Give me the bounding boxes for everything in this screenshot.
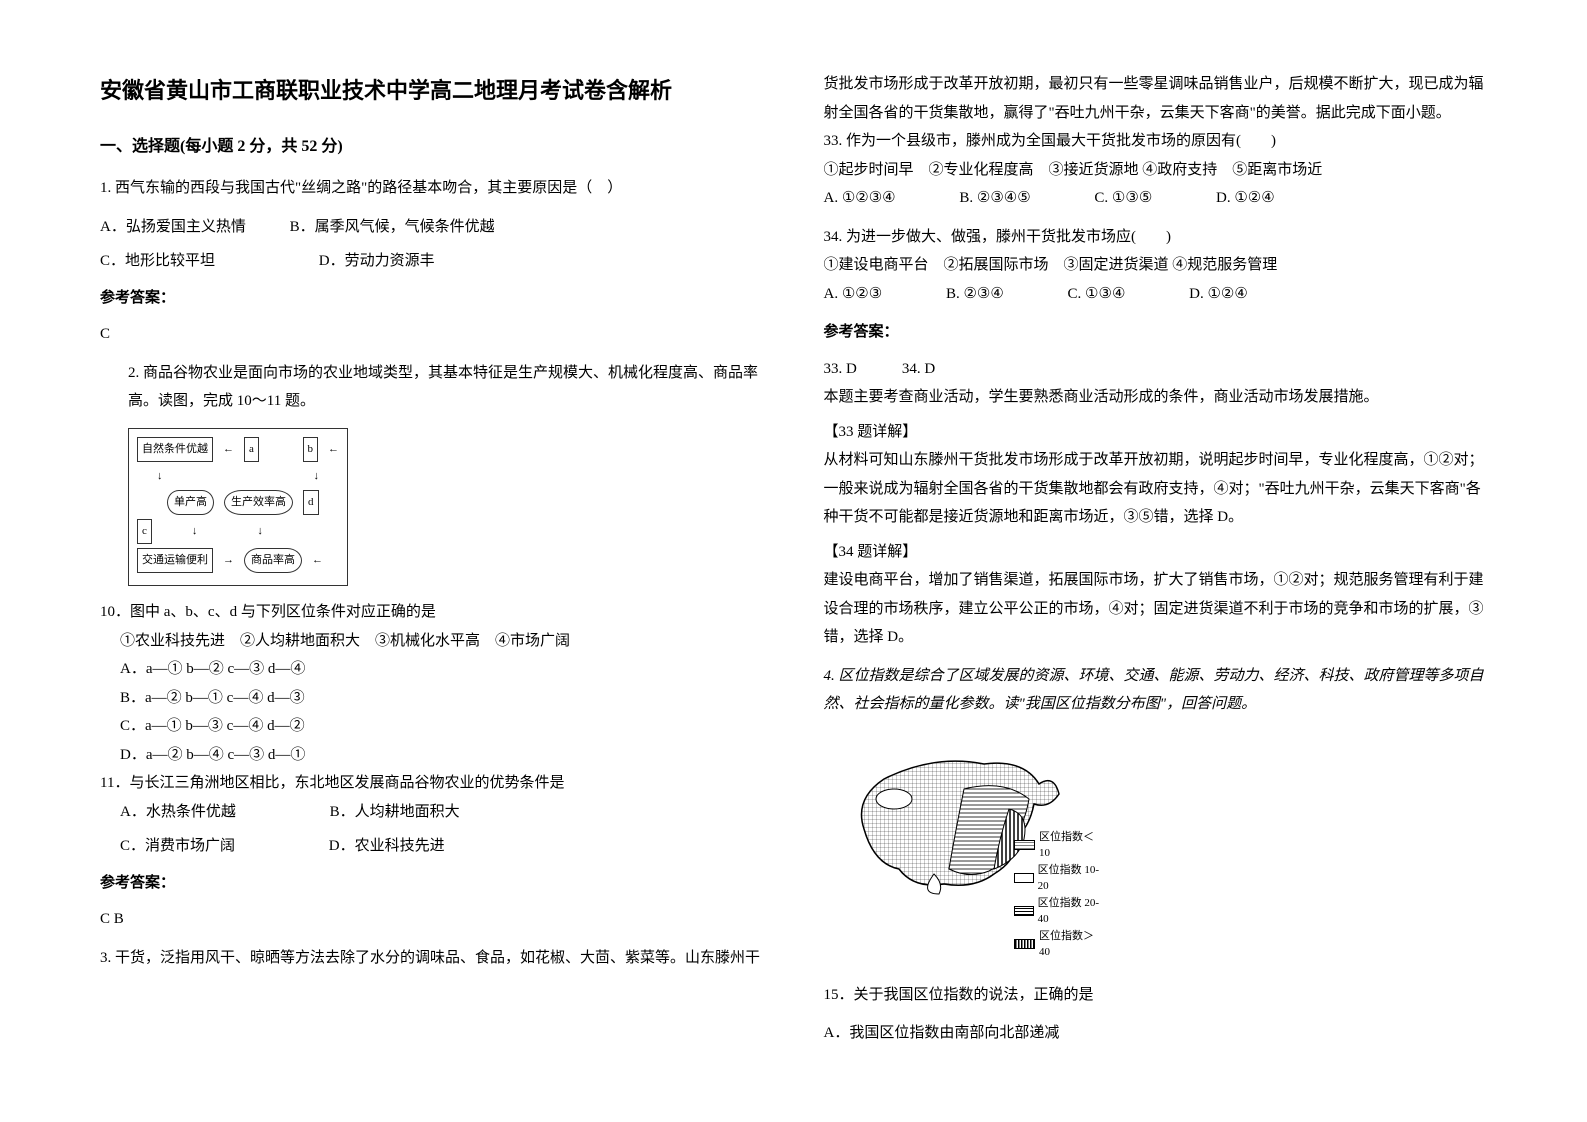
q34-opt-d: D. ①②④	[1189, 280, 1248, 309]
q10-conditions: ①农业科技先进 ②人均耕地面积大 ③机械化水平高 ④市场广阔	[120, 627, 764, 656]
document-page: 安徽省黄山市工商联职业技术中学高二地理月考试卷含解析 一、选择题(每小题 2 分…	[100, 70, 1487, 1052]
q34-detail-header: 【34 题详解】	[824, 538, 1488, 567]
q10-opt-b: B．a—② b—① c—④ d—③	[120, 684, 764, 713]
q33-opt-b: B. ②③④⑤	[959, 184, 1030, 213]
left-column: 安徽省黄山市工商联职业技术中学高二地理月考试卷含解析 一、选择题(每小题 2 分…	[100, 70, 764, 1052]
q33-conditions: ①起步时间早 ②专业化程度高 ③接近货源地 ④政府支持 ⑤距离市场近	[824, 156, 1488, 185]
legend-row-2: 区位指数 10-20	[1014, 862, 1104, 895]
diag-cell-single: 单产高	[167, 490, 214, 515]
q2-diagram: 自然条件优越 ← a b ← ↓ ↓ 单产高 生产效率高 d	[128, 428, 348, 586]
diag-cell-a: a	[244, 437, 259, 462]
q1-stem: 1. 西气东输的西段与我国古代"丝绸之路"的路径基本吻合，其主要原因是（ ）	[100, 174, 764, 203]
q11-opt-c: C．消费市场广阔	[120, 832, 235, 861]
q2-ref-label: 参考答案：	[100, 869, 764, 898]
q33-detail: 从材料可知山东滕州干货批发市场形成于改革开放初期，说明起步时间早，专业化程度高，…	[824, 446, 1488, 532]
diag-cell-nature: 自然条件优越	[137, 437, 213, 462]
q11-opt-d: D．农业科技先进	[329, 832, 445, 861]
q34-options: A. ①②③ B. ②③④ C. ①③④ D. ①②④	[824, 280, 1488, 309]
q2-stem: 2. 商品谷物农业是面向市场的农业地域类型，其基本特征是生产规模大、机械化程度高…	[128, 359, 764, 416]
q33-stem: 33. 作为一个县级市，滕州成为全国最大干货批发市场的原因有( )	[824, 127, 1488, 156]
q3-stem-partial: 3. 干货，泛指用风干、晾晒等方法去除了水分的调味品、食品，如花椒、大茴、紫菜等…	[100, 950, 760, 966]
china-map-figure: 区位指数＜10 区位指数 10-20 区位指数 20-40 区位指数＞40	[824, 739, 1104, 961]
diag-cell-rate: 商品率高	[244, 548, 302, 573]
arrow-icon: ←	[312, 550, 323, 571]
q1-opt-c: C．地形比较平坦	[100, 247, 215, 276]
legend-label-2: 区位指数 10-20	[1038, 862, 1104, 895]
legend-swatch-icon	[1014, 840, 1036, 850]
q33-opt-d: D. ①②④	[1216, 184, 1275, 213]
question-33: 33. 作为一个县级市，滕州成为全国最大干货批发市场的原因有( ) ①起步时间早…	[824, 127, 1488, 213]
q33-options: A. ①②③④ B. ②③④⑤ C. ①③⑤ D. ①②④	[824, 184, 1488, 213]
q34-opt-b: B. ②③④	[946, 280, 1004, 309]
q10-opt-a: A．a—① b—② c—③ d—④	[120, 655, 764, 684]
q1-ref-label: 参考答案：	[100, 284, 764, 313]
q11-opts: A．水热条件优越 B．人均耕地面积大 C．消费市场广阔 D．农业科技先进	[120, 798, 764, 861]
q33-opt-a: A. ①②③④	[824, 184, 896, 213]
q11-opt-b: B．人均耕地面积大	[330, 798, 460, 827]
q33-34-answer: 33. D 34. D	[824, 355, 1488, 384]
q33-detail-header: 【33 题详解】	[824, 418, 1488, 447]
q1-answer: C	[100, 320, 764, 349]
q15-opt-a: A．我国区位指数由南部向北部递减	[824, 1019, 1488, 1048]
question-1: 1. 西气东输的西段与我国古代"丝绸之路"的路径基本吻合，其主要原因是（ ） A…	[100, 174, 764, 349]
q1-opt-b: B．属季风气候，气候条件优越	[290, 213, 495, 242]
legend-label-4: 区位指数＞40	[1039, 928, 1103, 961]
q15-stem: 15．关于我国区位指数的说法，正确的是	[824, 981, 1488, 1010]
legend-row-4: 区位指数＞40	[1014, 928, 1104, 961]
arrow-icon: →	[223, 550, 234, 571]
q10-stem: 10．图中 a、b、c、d 与下列区位条件对应正确的是	[100, 598, 764, 627]
q33-34-ref-label: 参考答案：	[824, 318, 1488, 347]
question-34: 34. 为进一步做大、做强，滕州干货批发市场应( ) ①建设电商平台 ②拓展国际…	[824, 223, 1488, 309]
q33-34-summary: 本题主要考查商业活动，学生要熟悉商业活动形成的条件，商业活动市场发展措施。	[824, 383, 1488, 412]
q4-stem: 4. 区位指数是综合了区域发展的资源、环境、交通、能源、劳动力、经济、科技、政府…	[824, 662, 1488, 719]
q2-answer: C B	[100, 905, 764, 934]
q3-stem-cont: 货批发市场形成于改革开放初期，最初只有一些零星调味品销售业户，后规模不断扩大，现…	[824, 70, 1488, 127]
legend-label-3: 区位指数 20-40	[1038, 895, 1104, 928]
right-column: 货批发市场形成于改革开放初期，最初只有一些零星调味品销售业户，后规模不断扩大，现…	[824, 70, 1488, 1052]
diag-cell-d: d	[303, 490, 319, 515]
q33-opt-c: C. ①③⑤	[1094, 184, 1152, 213]
q10-opt-c: C．a—① b—③ c—④ d—②	[120, 712, 764, 741]
q1-options-row1: A．弘扬爱国主义热情 B．属季风气候，气候条件优越	[100, 213, 764, 242]
map-legend: 区位指数＜10 区位指数 10-20 区位指数 20-40 区位指数＞40	[1014, 829, 1104, 961]
diag-cell-trans: 交通运输便利	[137, 548, 213, 573]
q10-opt-d: D．a—② b—④ c—③ d—①	[120, 741, 764, 770]
question-2-group: 2. 商品谷物农业是面向市场的农业地域类型，其基本特征是生产规模大、机械化程度高…	[100, 359, 764, 934]
document-title: 安徽省黄山市工商联职业技术中学高二地理月考试卷含解析	[100, 70, 764, 112]
q11-opt-a: A．水热条件优越	[120, 798, 236, 827]
arrow-down-icon: ↓	[192, 521, 198, 542]
q10-opts: ①农业科技先进 ②人均耕地面积大 ③机械化水平高 ④市场广阔 A．a—① b—②…	[120, 627, 764, 770]
question-15: 15．关于我国区位指数的说法，正确的是 A．我国区位指数由南部向北部递减	[824, 981, 1488, 1048]
question-3-partial: 3. 干货，泛指用风干、晾晒等方法去除了水分的调味品、食品，如花椒、大茴、紫菜等…	[100, 944, 764, 973]
diag-cell-eff: 生产效率高	[224, 490, 293, 515]
q34-detail: 建设电商平台，增加了销售渠道，拓展国际市场，扩大了销售市场，①②对；规范服务管理…	[824, 566, 1488, 652]
legend-swatch-icon	[1014, 939, 1036, 949]
arrow-icon: ←	[223, 439, 234, 460]
arrow-down-icon: ↓	[257, 521, 263, 542]
diag-cell-c: c	[137, 519, 152, 544]
q1-opt-d: D．劳动力资源丰	[319, 247, 435, 276]
legend-swatch-icon	[1014, 873, 1034, 883]
q1-options-row2: C．地形比较平坦 D．劳动力资源丰	[100, 247, 764, 276]
diag-cell-b: b	[303, 437, 319, 462]
arrow-down-icon: ↓	[157, 466, 163, 487]
legend-label-1: 区位指数＜10	[1039, 829, 1103, 862]
legend-swatch-icon	[1014, 906, 1034, 916]
q34-opt-c: C. ①③④	[1068, 280, 1126, 309]
section-header-mcq: 一、选择题(每小题 2 分，共 52 分)	[100, 132, 764, 162]
q34-opt-a: A. ①②③	[824, 280, 883, 309]
q1-opt-a: A．弘扬爱国主义热情	[100, 213, 246, 242]
legend-row-3: 区位指数 20-40	[1014, 895, 1104, 928]
question-4: 4. 区位指数是综合了区域发展的资源、环境、交通、能源、劳动力、经济、科技、政府…	[824, 662, 1488, 719]
q34-stem: 34. 为进一步做大、做强，滕州干货批发市场应( )	[824, 223, 1488, 252]
arrow-down-icon: ↓	[314, 466, 320, 487]
legend-row-1: 区位指数＜10	[1014, 829, 1104, 862]
q11-stem: 11．与长江三角洲地区相比，东北地区发展商品谷物农业的优势条件是	[100, 769, 764, 798]
q34-conditions: ①建设电商平台 ②拓展国际市场 ③固定进货渠道 ④规范服务管理	[824, 251, 1488, 280]
arrow-icon: ←	[328, 439, 339, 460]
